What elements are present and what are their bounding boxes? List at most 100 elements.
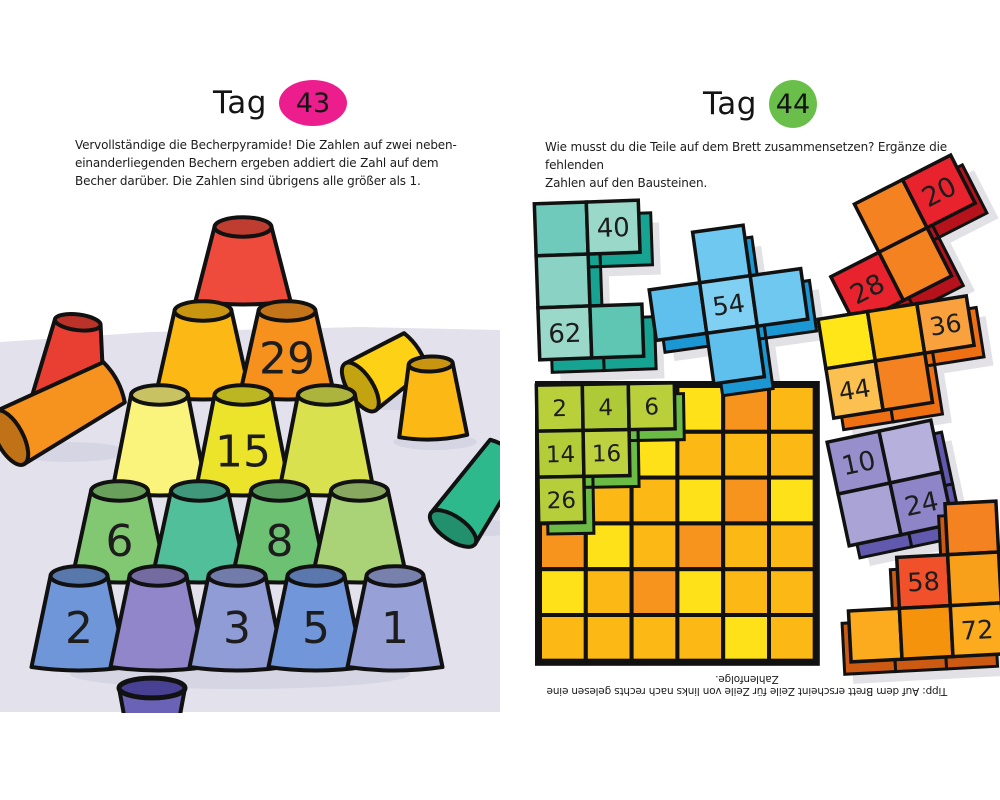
piece-cell (887, 469, 955, 537)
board-cell (767, 613, 817, 663)
piece-number: 54 (711, 289, 747, 323)
board-cell (721, 613, 771, 663)
board-cell (629, 613, 680, 663)
piece-cell (873, 351, 935, 413)
cup: 15 (193, 383, 293, 498)
piece-cell (581, 427, 632, 479)
piece-number: 24 (902, 486, 941, 523)
board-cell (675, 613, 726, 663)
cup-number: 3 (223, 603, 251, 654)
piece-orange-staircase: 58 72 (840, 499, 1000, 676)
piece-blue-plus: 54 (647, 223, 819, 398)
piece-teal-c: 40 62 (532, 198, 658, 374)
piece-cell (626, 381, 677, 432)
cup-pyramid-scene: 29 15 6 8 2 3 5 1 (0, 215, 500, 722)
board-cell (675, 475, 726, 526)
day-badge-right: 44 (768, 80, 817, 128)
piece-number: 72 (960, 615, 994, 647)
piece-yellow-p: 36 44 (816, 293, 986, 432)
cup-lying (427, 437, 500, 549)
cup (150, 479, 249, 585)
cup: 2 (29, 564, 129, 673)
day-header-left: Tag 43 (30, 80, 530, 126)
board-cell (721, 567, 771, 618)
cup-number: 29 (259, 334, 315, 385)
piece-purple-square: 10 24 (825, 418, 966, 560)
board-cell (767, 384, 817, 434)
board-cell (767, 429, 817, 480)
board-cell (538, 613, 588, 663)
page-right: Tag 44 Wie musst du die Teile auf dem Br… (500, 0, 1000, 800)
cup-lying (0, 360, 127, 467)
instruction-right: Wie musst du die Teile auf dem Brett zus… (545, 140, 947, 190)
piece-number: 14 (546, 442, 576, 469)
board-cell (721, 521, 771, 572)
board-cell (767, 567, 817, 618)
piece-number: 62 (548, 319, 582, 350)
tip-text-upside-down: Tipp: Auf dem Brett erscheint Zeile für … (546, 673, 948, 697)
piece-cell (846, 606, 904, 664)
piece-cell (897, 603, 955, 662)
board-cell (721, 429, 771, 480)
cup-pokeup (116, 675, 188, 722)
board-cell (675, 567, 726, 618)
board-cell (767, 475, 817, 526)
cup-number: 15 (215, 426, 271, 477)
piece-number: 6 (644, 394, 659, 420)
cup: 5 (266, 564, 366, 673)
cup-number: 6 (106, 516, 134, 567)
page-left: Tag 43 Vervollständige die Becherpyramid… (0, 80, 500, 722)
piece-number: 58 (907, 567, 941, 599)
cup-number: 8 (266, 516, 294, 567)
piece-cell (704, 324, 767, 386)
piece-cell (690, 223, 753, 285)
piece-cell (914, 293, 977, 356)
piece-cell (948, 601, 1000, 659)
piece-cell (943, 499, 1000, 557)
board-cell (583, 567, 634, 618)
piece-cell (584, 198, 642, 256)
piece-cell (865, 301, 927, 363)
board-cell (675, 521, 726, 572)
board-cell (583, 613, 634, 663)
piece-cell (647, 280, 709, 343)
piece-cell (945, 550, 1000, 608)
piece-number: 40 (596, 213, 630, 244)
day-label: Tag (703, 86, 757, 122)
cup (193, 215, 293, 307)
piece-cell (588, 302, 646, 360)
piece-cell (536, 474, 587, 525)
board-cell (538, 567, 588, 618)
piece-cell (900, 152, 978, 231)
cup (108, 564, 208, 673)
piece-cell (534, 252, 592, 310)
cup: 6 (70, 479, 169, 585)
piece-number: 2 (552, 396, 567, 422)
cup-number: 2 (65, 603, 93, 654)
cup-number: 5 (302, 603, 330, 654)
piece-number: 44 (837, 373, 873, 407)
day-badge-left: 43 (278, 80, 347, 126)
board-cell (721, 475, 771, 526)
day-header-right: Tag 44 (510, 80, 1000, 128)
cup-number: 1 (381, 603, 409, 654)
board-cell (767, 521, 817, 572)
piece-number: 26 (546, 488, 576, 515)
board-cell (629, 567, 680, 618)
piece-cell (748, 266, 810, 329)
piece-number: 4 (598, 395, 613, 421)
cup (397, 354, 470, 442)
cup: 1 (345, 564, 445, 673)
piece-green-staircase: 2 4 6 14 16 26 (534, 381, 686, 536)
cup (110, 383, 209, 498)
piece-cell (876, 225, 954, 303)
piece-number: 36 (928, 308, 964, 342)
piece-cell (816, 309, 878, 371)
cup: 3 (187, 564, 287, 673)
instruction-left: Vervollständige die Becherpyramide! Die … (75, 138, 457, 188)
piece-number: 10 (839, 445, 878, 482)
piece-cell (532, 200, 590, 258)
